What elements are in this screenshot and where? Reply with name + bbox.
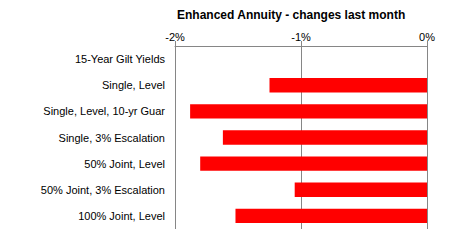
svg-text:-1%: -1% [291, 31, 311, 43]
svg-text:100% Joint, Level: 100% Joint, Level [78, 210, 165, 222]
svg-text:-2%: -2% [165, 31, 185, 43]
svg-text:0%: 0% [419, 31, 435, 43]
svg-text:Enhanced Annuity - changes las: Enhanced Annuity - changes last month [177, 8, 405, 22]
svg-text:Single, 3% Escalation: Single, 3% Escalation [59, 132, 165, 144]
svg-text:50% Joint, 3% Escalation: 50% Joint, 3% Escalation [41, 184, 165, 196]
svg-text:Single, Level, 10-yr Guar: Single, Level, 10-yr Guar [43, 105, 165, 117]
svg-text:50% Joint, Level: 50% Joint, Level [84, 158, 165, 170]
svg-text:Single, Level: Single, Level [102, 79, 165, 91]
svg-text:15-Year Gilt Yields: 15-Year Gilt Yields [75, 53, 166, 65]
